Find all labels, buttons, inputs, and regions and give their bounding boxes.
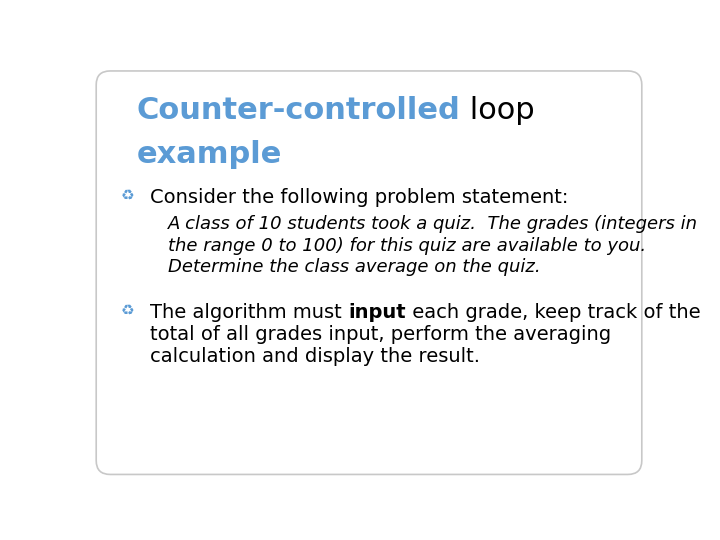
Text: ♻: ♻ [121,188,135,203]
Text: The algorithm must: The algorithm must [150,303,348,322]
Text: A class of 10 students took a quiz.  The grades (integers in: A class of 10 students took a quiz. The … [168,215,698,233]
Text: calculation and display the result.: calculation and display the result. [150,347,480,366]
Text: loop: loop [460,96,535,125]
Text: Determine the class average on the quiz.: Determine the class average on the quiz. [168,258,540,276]
Text: total of all grades input, perform the averaging: total of all grades input, perform the a… [150,325,611,344]
FancyBboxPatch shape [96,71,642,475]
Text: Counter-controlled: Counter-controlled [137,96,460,125]
Text: input: input [348,303,406,322]
Text: the range 0 to 100) for this quiz are available to you.: the range 0 to 100) for this quiz are av… [168,237,646,254]
Text: example: example [137,140,282,169]
Text: Consider the following problem statement:: Consider the following problem statement… [150,188,569,207]
Text: each grade, keep track of the: each grade, keep track of the [406,303,701,322]
Text: ♻: ♻ [121,303,135,319]
